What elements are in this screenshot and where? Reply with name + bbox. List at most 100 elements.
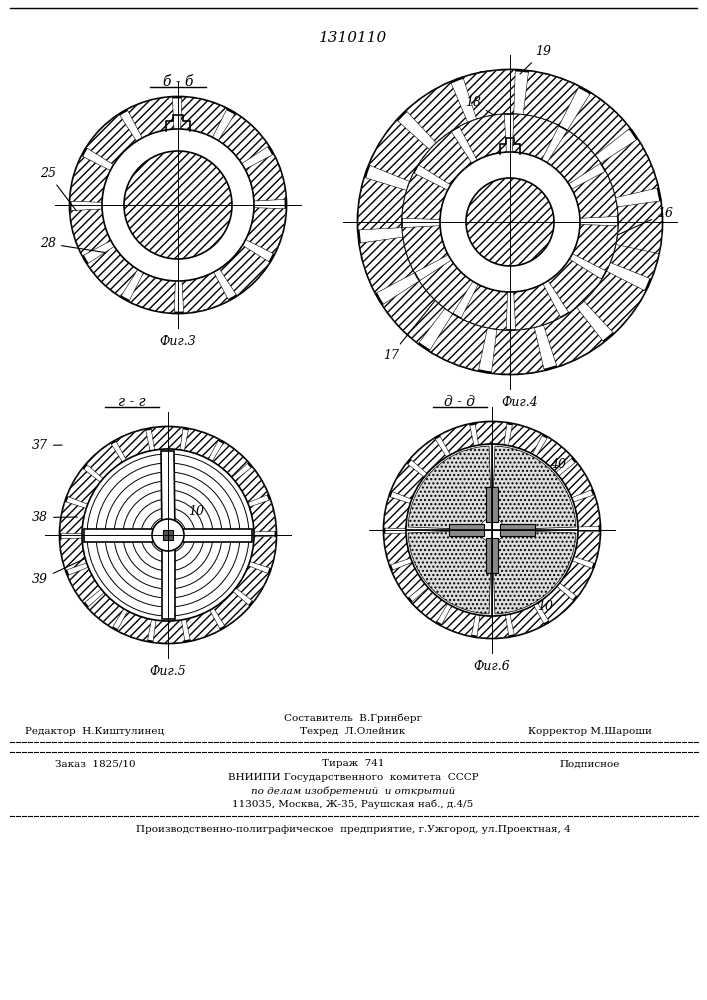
Wedge shape: [440, 424, 474, 455]
Text: 10: 10: [522, 596, 553, 613]
Text: Заказ  1825/10: Заказ 1825/10: [54, 760, 135, 768]
Text: 38: 38: [32, 511, 77, 524]
Wedge shape: [250, 537, 276, 568]
Polygon shape: [161, 535, 175, 619]
Wedge shape: [408, 446, 491, 530]
Wedge shape: [235, 566, 269, 601]
Wedge shape: [151, 427, 183, 450]
Text: Корректор М.Шароши: Корректор М.Шароши: [528, 728, 652, 736]
Circle shape: [406, 444, 578, 616]
Bar: [163, 530, 173, 540]
Circle shape: [440, 152, 580, 292]
Wedge shape: [67, 469, 100, 504]
Wedge shape: [127, 97, 174, 138]
Wedge shape: [369, 120, 430, 182]
Wedge shape: [181, 97, 227, 137]
Wedge shape: [514, 284, 561, 330]
Wedge shape: [402, 226, 448, 273]
Wedge shape: [129, 273, 175, 313]
Wedge shape: [68, 567, 101, 603]
Wedge shape: [463, 70, 515, 119]
Text: 10: 10: [188, 505, 204, 518]
Wedge shape: [411, 588, 448, 623]
Text: 1310110: 1310110: [319, 31, 387, 45]
Wedge shape: [419, 260, 473, 314]
Wedge shape: [391, 464, 424, 499]
Wedge shape: [408, 530, 491, 614]
Wedge shape: [600, 139, 658, 198]
Wedge shape: [86, 114, 136, 165]
Wedge shape: [60, 502, 86, 533]
Wedge shape: [537, 586, 573, 622]
Wedge shape: [185, 429, 218, 459]
Wedge shape: [477, 615, 509, 638]
Wedge shape: [513, 114, 559, 160]
Wedge shape: [70, 209, 111, 256]
Wedge shape: [492, 530, 576, 614]
Text: в - в: в - в: [477, 68, 507, 82]
Wedge shape: [117, 611, 151, 641]
Wedge shape: [182, 272, 228, 313]
Wedge shape: [402, 173, 448, 220]
Wedge shape: [491, 327, 544, 374]
Polygon shape: [168, 528, 252, 542]
Text: Редактор  Н.Киштулинец: Редактор Н.Киштулинец: [25, 728, 165, 736]
Wedge shape: [537, 437, 572, 472]
Wedge shape: [153, 620, 185, 643]
Text: Фиг.6: Фиг.6: [474, 660, 510, 673]
Wedge shape: [508, 424, 543, 454]
Wedge shape: [573, 224, 618, 271]
Text: б - б: б - б: [163, 75, 193, 89]
Wedge shape: [510, 605, 544, 636]
Wedge shape: [235, 467, 268, 503]
Wedge shape: [461, 284, 508, 330]
Circle shape: [82, 449, 254, 621]
Wedge shape: [218, 113, 269, 164]
Wedge shape: [88, 246, 138, 297]
Text: 19: 19: [520, 45, 551, 74]
Wedge shape: [212, 442, 248, 477]
Wedge shape: [407, 82, 468, 143]
Wedge shape: [382, 281, 445, 343]
Wedge shape: [523, 71, 579, 126]
Wedge shape: [544, 307, 604, 367]
Wedge shape: [384, 497, 410, 528]
Polygon shape: [486, 487, 498, 522]
Polygon shape: [500, 524, 535, 536]
Circle shape: [60, 427, 276, 643]
Wedge shape: [250, 500, 276, 532]
Wedge shape: [475, 422, 507, 445]
Wedge shape: [567, 93, 630, 156]
Text: Производственно-полиграфическое  предприятие, г.Ужгород, ул.Проектная, 4: Производственно-полиграфическое предприя…: [136, 826, 571, 834]
Wedge shape: [547, 130, 600, 184]
Wedge shape: [584, 271, 645, 333]
Wedge shape: [384, 533, 411, 565]
Text: Составитель  В.Гринберг: Составитель В.Гринберг: [284, 713, 422, 723]
Wedge shape: [429, 314, 488, 371]
Text: 16: 16: [616, 207, 673, 236]
Wedge shape: [219, 245, 269, 296]
Text: 17: 17: [383, 284, 448, 362]
Circle shape: [124, 151, 232, 259]
Circle shape: [402, 114, 618, 330]
Wedge shape: [88, 593, 124, 628]
Text: г - г: г - г: [118, 395, 146, 409]
Text: Фиг.5: Фиг.5: [150, 665, 187, 678]
Wedge shape: [574, 532, 600, 563]
Text: 113035, Москва, Ж-35, Раушская наб., д.4/5: 113035, Москва, Ж-35, Раушская наб., д.4…: [233, 799, 474, 809]
Text: 28: 28: [40, 237, 105, 253]
Text: по делам изобретений  и открытий: по делам изобретений и открытий: [251, 786, 455, 796]
Circle shape: [384, 422, 600, 638]
Wedge shape: [411, 438, 446, 474]
Wedge shape: [359, 237, 414, 293]
Wedge shape: [610, 226, 662, 279]
Circle shape: [102, 129, 254, 281]
Wedge shape: [245, 154, 286, 201]
Wedge shape: [186, 610, 221, 641]
Wedge shape: [392, 562, 425, 598]
Circle shape: [152, 519, 184, 551]
Wedge shape: [358, 178, 407, 230]
Text: Техред  Л.Олейник: Техред Л.Олейник: [300, 728, 406, 736]
Polygon shape: [449, 524, 484, 536]
Wedge shape: [572, 171, 618, 218]
